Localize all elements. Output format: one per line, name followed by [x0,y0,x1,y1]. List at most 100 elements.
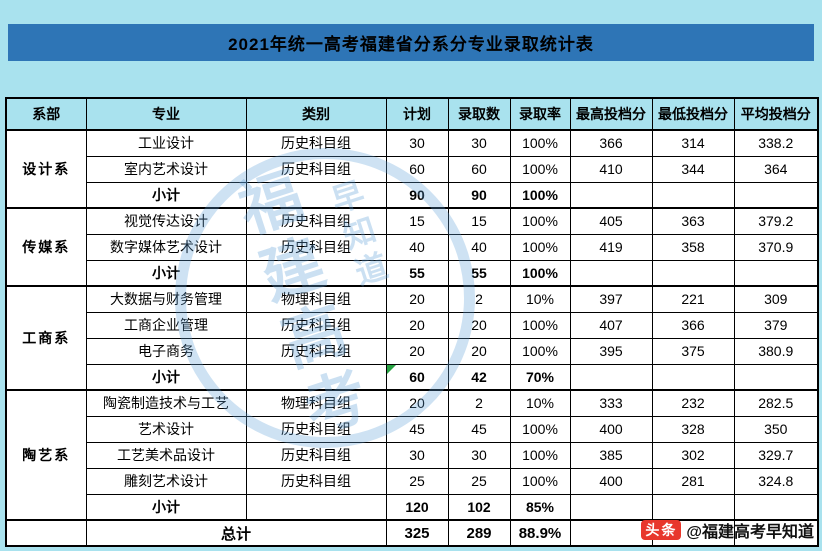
avg-score-cell: 350 [733,415,819,443]
avg-score-cell: 324.8 [733,467,819,495]
min-score-cell: 221 [651,285,735,313]
subtotal-row: 小计 60 42 70% [6,363,819,391]
empty-cell [733,363,819,391]
table-row: 工艺美术品设计 历史科目组 30 30 100% 385 302 329.7 [6,441,819,469]
title-bar: 2021年统一高考福建省分系分专业录取统计表 [8,24,814,61]
plan-cell: 90 [385,181,449,209]
col-header-category: 类别 [245,97,387,131]
plan-cell: 25 [385,467,449,495]
empty-cell [569,519,653,547]
avg-score-cell: 379 [733,311,819,339]
plan-cell: 30 [385,441,449,469]
plan-cell: 60 [385,363,449,391]
table-row: 雕刻艺术设计 历史科目组 25 25 100% 400 281 324.8 [6,467,819,495]
rate-cell: 100% [509,337,571,365]
major-cell: 工业设计 [85,129,247,157]
category-cell: 历史科目组 [245,207,387,235]
rate-cell: 100% [509,311,571,339]
col-header-rate: 录取率 [509,97,571,131]
empty-cell [733,181,819,209]
major-cell: 工艺美术品设计 [85,441,247,469]
max-score-cell: 333 [569,389,653,417]
min-score-cell: 328 [651,415,735,443]
avg-score-cell: 309 [733,285,819,313]
rate-cell: 100% [509,207,571,235]
table-row: 艺术设计 历史科目组 45 45 100% 400 328 350 [6,415,819,443]
category-cell: 历史科目组 [245,337,387,365]
min-score-cell: 358 [651,233,735,261]
empty-cell [245,363,387,391]
category-cell: 历史科目组 [245,129,387,157]
max-score-cell: 385 [569,441,653,469]
category-cell: 历史科目组 [245,415,387,443]
category-cell: 物理科目组 [245,389,387,417]
category-cell: 历史科目组 [245,155,387,183]
empty-cell [5,519,87,547]
empty-cell [569,493,653,521]
source-badge: 头条 @福建高考早知道 [641,518,814,542]
rate-cell: 100% [509,415,571,443]
plan-cell: 30 [385,129,449,157]
table-row: 数字媒体艺术设计 历史科目组 40 40 100% 419 358 370.9 [6,233,819,261]
empty-cell [569,363,653,391]
max-score-cell: 400 [569,467,653,495]
admitted-cell: 60 [447,155,511,183]
plan-cell: 45 [385,415,449,443]
min-score-cell: 344 [651,155,735,183]
rate-cell: 100% [509,441,571,469]
empty-cell [651,363,735,391]
admitted-cell: 30 [447,129,511,157]
major-cell: 视觉传达设计 [85,207,247,235]
admitted-cell: 102 [447,493,511,521]
table-header-row: 系部 专业 类别 计划 录取数 录取率 最高投档分 最低投档分 平均投档分 [5,97,819,131]
admitted-cell: 15 [447,207,511,235]
admitted-cell: 45 [447,415,511,443]
empty-cell [733,259,819,287]
subtotal-row: 小计 90 90 100% [6,181,819,209]
admitted-cell: 2 [447,285,511,313]
max-score-cell: 400 [569,415,653,443]
rate-cell: 100% [509,155,571,183]
major-cell: 数字媒体艺术设计 [85,233,247,261]
major-cell: 工商企业管理 [85,311,247,339]
table-row: 工商企业管理 历史科目组 20 20 100% 407 366 379 [6,311,819,339]
plan-cell: 20 [385,337,449,365]
empty-cell [245,181,387,209]
col-header-plan: 计划 [385,97,449,131]
empty-cell [569,259,653,287]
min-score-cell: 281 [651,467,735,495]
empty-cell [245,259,387,287]
category-cell: 历史科目组 [245,441,387,469]
admitted-cell: 20 [447,311,511,339]
avg-score-cell: 380.9 [733,337,819,365]
major-cell: 大数据与财务管理 [85,285,247,313]
admitted-cell: 30 [447,441,511,469]
empty-cell [245,493,387,521]
avg-score-cell: 379.2 [733,207,819,235]
plan-cell: 55 [385,259,449,287]
major-cell: 室内艺术设计 [85,155,247,183]
category-cell: 历史科目组 [245,467,387,495]
admitted-cell: 289 [447,519,511,547]
major-cell: 雕刻艺术设计 [85,467,247,495]
min-score-cell: 314 [651,129,735,157]
max-score-cell: 395 [569,337,653,365]
plan-cell: 15 [385,207,449,235]
page-title: 2021年统一高考福建省分系分专业录取统计表 [228,35,594,54]
total-label-cell: 总计 [85,519,387,547]
rate-cell: 10% [509,285,571,313]
subtotal-row: 小计 55 55 100% [6,259,819,287]
major-cell: 电子商务 [85,337,247,365]
plan-cell: 60 [385,155,449,183]
admitted-cell: 2 [447,389,511,417]
empty-cell [651,181,735,209]
empty-cell [733,519,819,547]
min-score-cell: 363 [651,207,735,235]
table-row: 陶艺系 陶瓷制造技术与工艺 物理科目组 20 2 10% 333 232 282… [5,389,819,521]
total-row: 总计 325 289 88.9% [5,519,819,547]
empty-cell [651,493,735,521]
table-row: 电子商务 历史科目组 20 20 100% 395 375 380.9 [6,337,819,365]
min-score-cell: 232 [651,389,735,417]
empty-cell [569,181,653,209]
rate-cell: 100% [509,129,571,157]
